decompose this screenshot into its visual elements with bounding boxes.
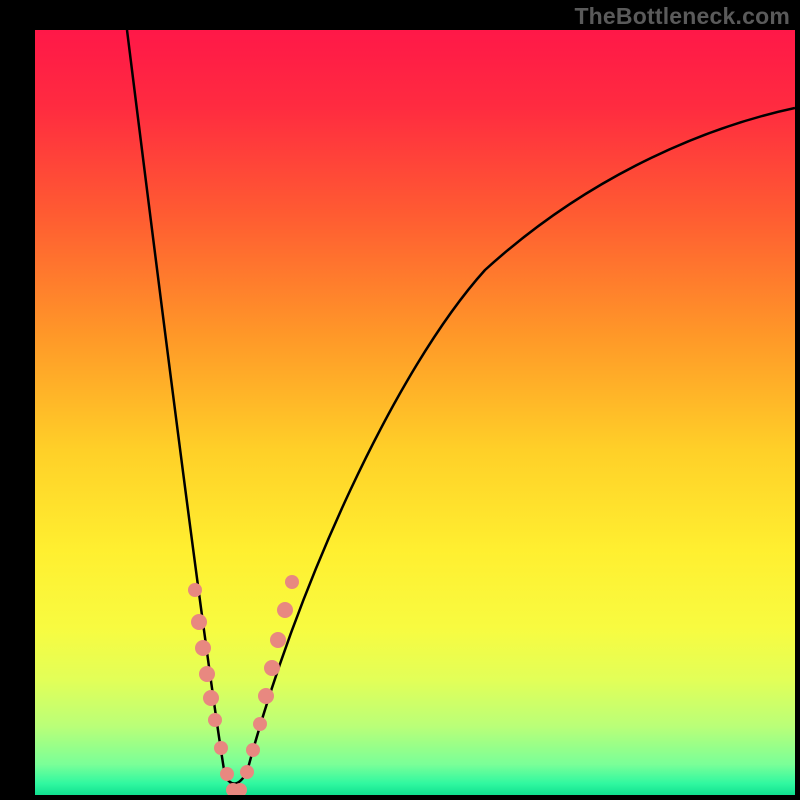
data-marker bbox=[240, 765, 254, 779]
data-marker bbox=[208, 713, 222, 727]
data-marker bbox=[285, 575, 299, 589]
data-marker bbox=[191, 614, 207, 630]
data-marker bbox=[258, 688, 274, 704]
data-marker bbox=[246, 743, 260, 757]
data-marker bbox=[199, 666, 215, 682]
data-marker bbox=[214, 741, 228, 755]
data-marker bbox=[188, 583, 202, 597]
watermark-text: TheBottleneck.com bbox=[574, 3, 790, 30]
data-marker bbox=[270, 632, 286, 648]
data-marker bbox=[264, 660, 280, 676]
data-marker bbox=[203, 690, 219, 706]
bottleneck-chart bbox=[35, 30, 795, 795]
data-marker bbox=[277, 602, 293, 618]
data-marker bbox=[253, 717, 267, 731]
data-marker bbox=[220, 767, 234, 781]
data-marker bbox=[195, 640, 211, 656]
